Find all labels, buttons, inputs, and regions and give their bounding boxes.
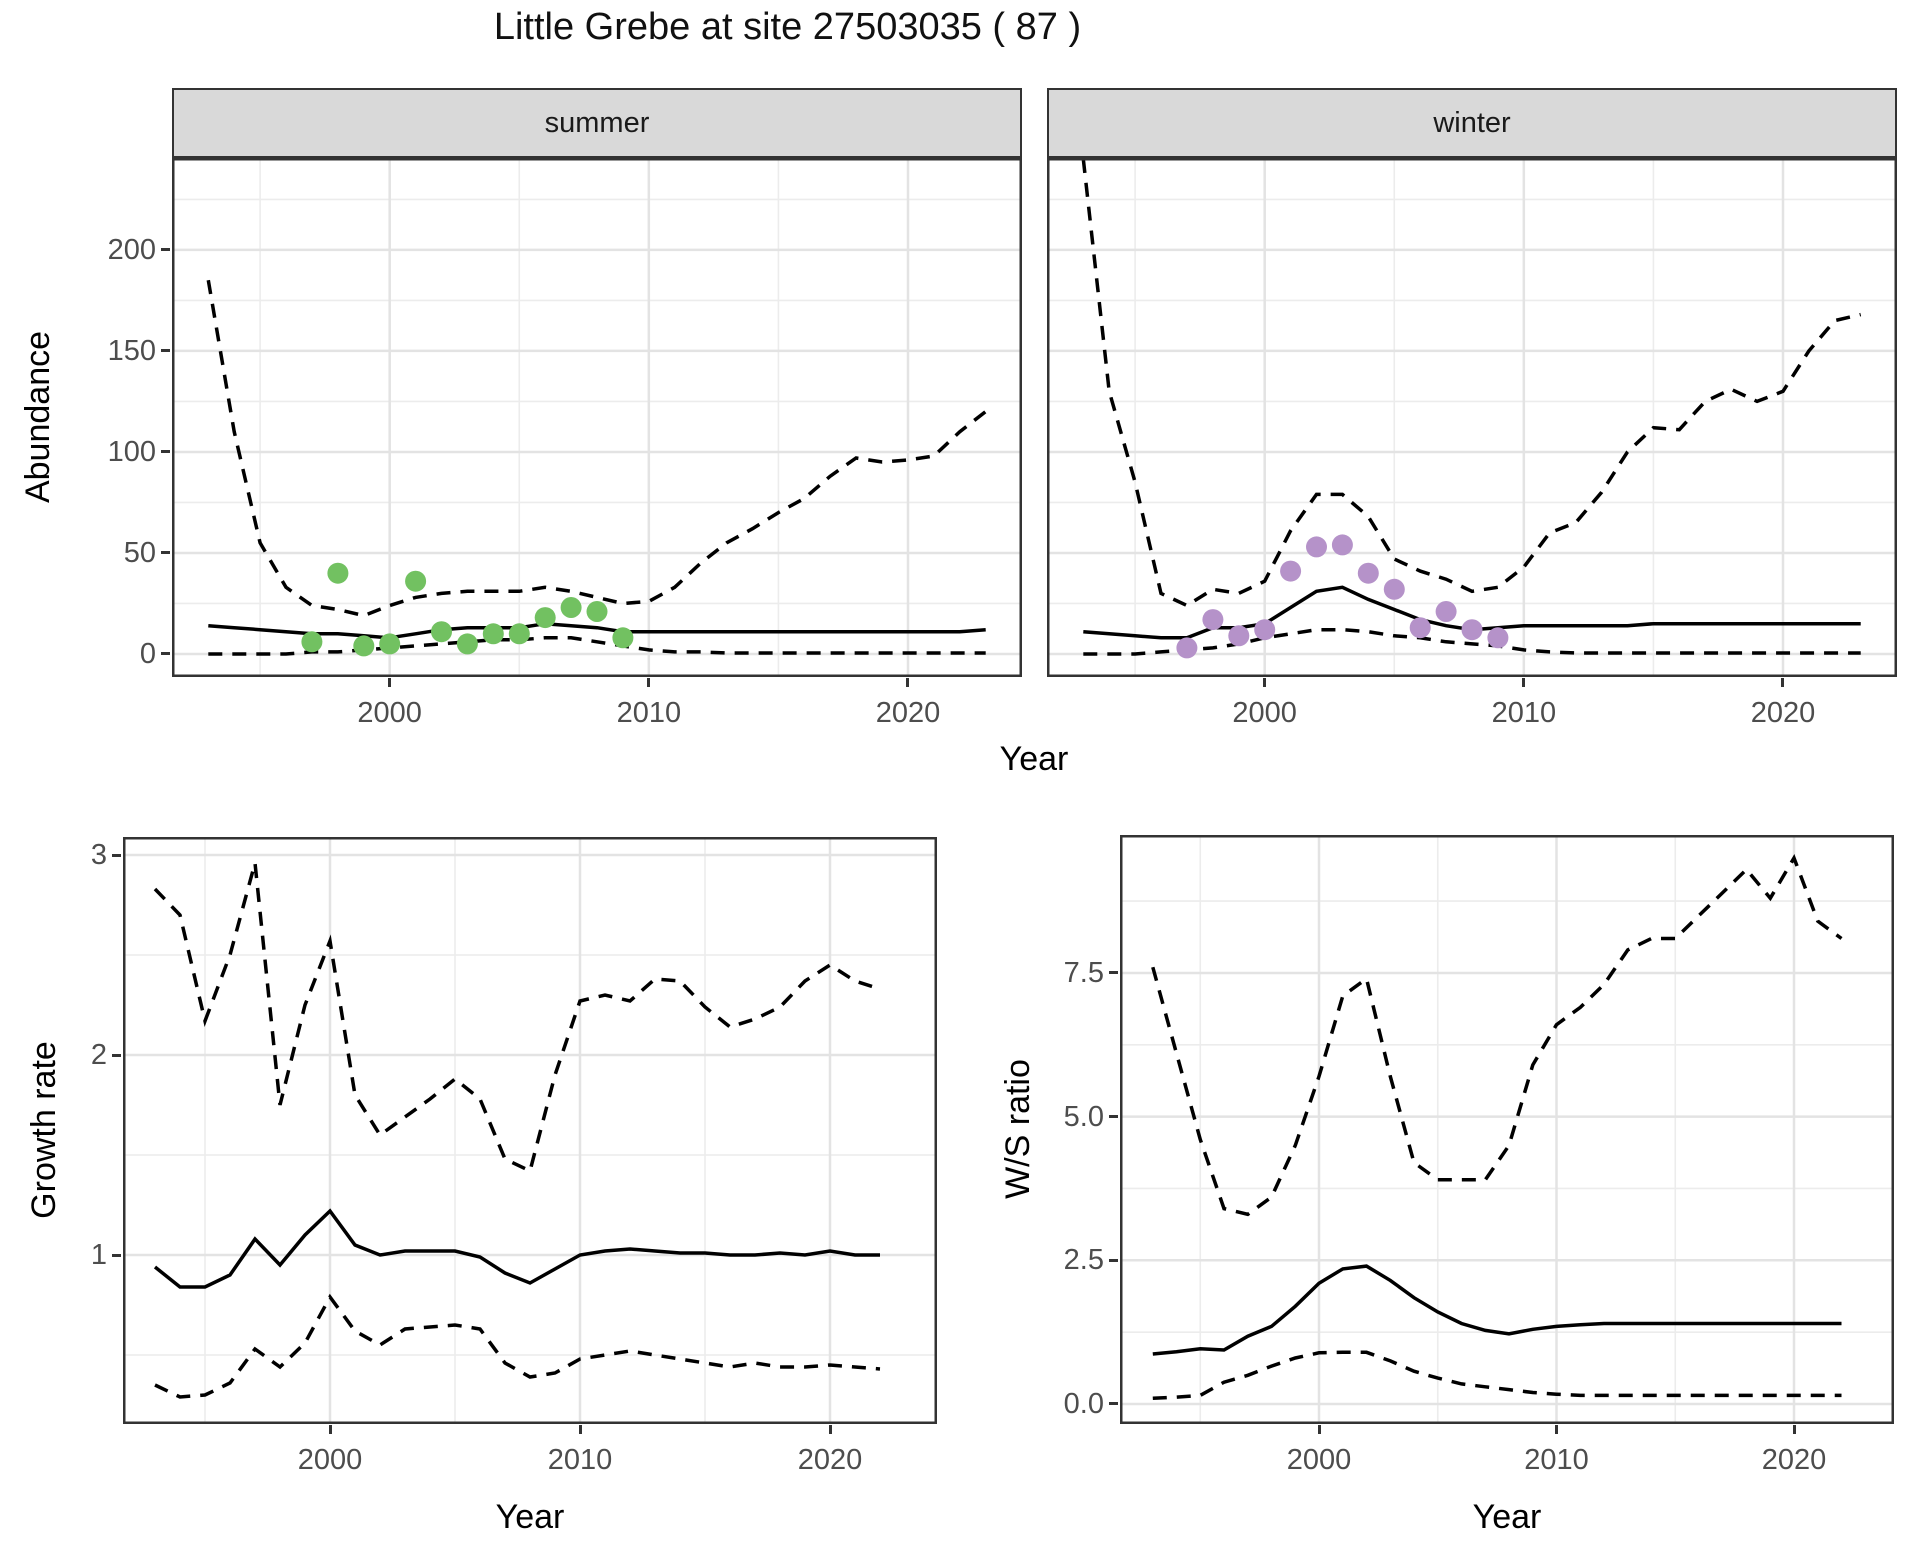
growth_rate-xtick-label-2010: 2010	[547, 1444, 613, 1476]
ws_ratio-ytick-label-0.0: 0.0	[1063, 1387, 1104, 1420]
ws_ratio-ytick-mark-2.5	[1109, 1258, 1118, 1262]
growth_rate-ytick-mark-1	[112, 1253, 121, 1257]
ws_ratio-ytick-mark-0.0	[1109, 1402, 1118, 1406]
abundance-xtick-label-2010: 2010	[616, 697, 682, 729]
growth-rate-y-axis-label: Growth rate	[25, 1041, 63, 1219]
abundance-ytick-mark-0	[161, 652, 170, 656]
ws_ratio-ytick-label-2.5: 2.5	[1063, 1244, 1104, 1277]
growth_rate-xtick-label-2000: 2000	[297, 1444, 363, 1476]
abundance-xtick-label-2000: 2000	[357, 697, 422, 729]
growth_rate-ytick-label-3: 3	[90, 839, 107, 871]
abundance-ytick-label-50: 50	[123, 536, 156, 569]
ws_ratio-ytick-mark-5.0	[1109, 1115, 1118, 1119]
growth_rate-ytick-mark-3	[112, 853, 121, 857]
growth-rate-x-axis-label: Year	[495, 1498, 565, 1536]
abundance-ytick-label-200: 200	[107, 233, 156, 266]
ws_ratio-xtick-mark-2010	[1555, 1425, 1559, 1434]
growth_rate-ytick-label-2: 2	[90, 1039, 107, 1071]
abundance-ytick-label-150: 150	[107, 334, 156, 367]
abundance-xtick-label-2000: 2000	[1232, 697, 1297, 729]
growth_rate-ytick-label-1: 1	[90, 1239, 107, 1271]
ws_ratio-xtick-label-2020: 2020	[1761, 1444, 1827, 1476]
abundance-xtick-label-2020: 2020	[1750, 697, 1816, 729]
abundance-xtick-mark-2020	[906, 678, 910, 687]
plot-title: Little Grebe at site 27503035 ( 87 )	[493, 6, 1082, 48]
abundance-ytick-mark-100	[161, 450, 170, 454]
abundance-x-axis-label: Year	[999, 740, 1069, 778]
growth-rate-panel	[123, 837, 937, 1424]
ws_ratio-xtick-label-2010: 2010	[1524, 1444, 1589, 1476]
growth_rate-xtick-mark-2020	[828, 1425, 832, 1434]
facet-strip-winter-label: winter	[1433, 106, 1511, 139]
abundance-xtick-mark-2010	[647, 678, 651, 687]
facet-strip-winter: winter	[1047, 88, 1897, 158]
facet-strip-summer: summer	[172, 88, 1022, 158]
winter-abundance-panel	[1047, 158, 1897, 677]
growth_rate-xtick-label-2020: 2020	[797, 1444, 863, 1476]
facet-strip-summer-label: summer	[544, 106, 650, 139]
abundance-xtick-mark-2000	[1263, 678, 1267, 687]
abundance-xtick-mark-2000	[388, 678, 392, 687]
abundance-ytick-label-100: 100	[107, 435, 156, 468]
abundance-ytick-mark-200	[161, 248, 170, 252]
growth_rate-xtick-mark-2000	[328, 1425, 332, 1434]
ws_ratio-xtick-label-2000: 2000	[1286, 1444, 1352, 1476]
summer-abundance-panel	[172, 158, 1022, 677]
ws_ratio-xtick-mark-2000	[1317, 1425, 1321, 1434]
ws_ratio-ytick-label-5.0: 5.0	[1063, 1100, 1104, 1133]
abundance-xtick-mark-2010	[1522, 678, 1526, 687]
ws_ratio-ytick-mark-7.5	[1109, 971, 1118, 975]
abundance-ytick-label-0: 0	[139, 637, 156, 670]
abundance-xtick-mark-2020	[1781, 678, 1785, 687]
abundance-xtick-label-2010: 2010	[1491, 697, 1557, 729]
ws-ratio-x-axis-label: Year	[1472, 1498, 1542, 1536]
growth_rate-ytick-mark-2	[112, 1053, 121, 1057]
ws-ratio-panel	[1120, 835, 1894, 1424]
ws_ratio-ytick-label-7.5: 7.5	[1063, 956, 1104, 989]
abundance-ytick-mark-50	[161, 551, 170, 555]
abundance-xtick-label-2020: 2020	[875, 697, 941, 729]
ws_ratio-xtick-mark-2020	[1792, 1425, 1796, 1434]
abundance-ytick-mark-150	[161, 349, 170, 353]
growth_rate-xtick-mark-2010	[578, 1425, 582, 1434]
